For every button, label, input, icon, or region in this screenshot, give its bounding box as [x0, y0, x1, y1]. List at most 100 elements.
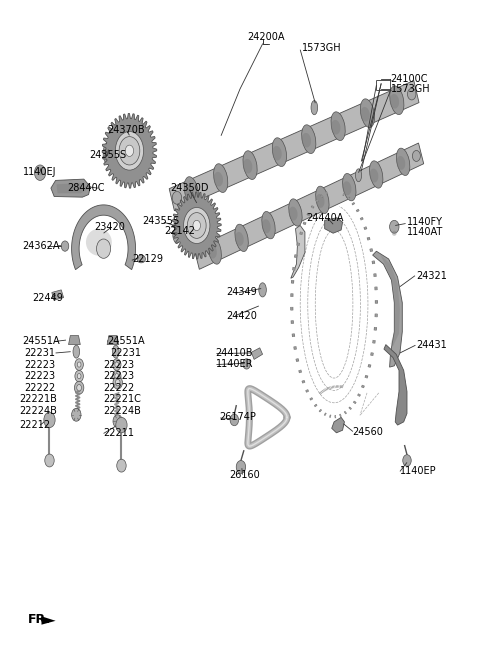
Ellipse shape — [173, 229, 179, 243]
Text: 1140EJ: 1140EJ — [23, 167, 56, 177]
Ellipse shape — [316, 186, 329, 214]
Circle shape — [35, 165, 46, 181]
Text: 22221C: 22221C — [104, 394, 142, 404]
Ellipse shape — [184, 185, 193, 200]
Ellipse shape — [262, 212, 275, 239]
Ellipse shape — [235, 232, 244, 246]
Circle shape — [187, 213, 206, 238]
Polygon shape — [52, 290, 63, 300]
Text: 22231: 22231 — [24, 348, 56, 358]
Ellipse shape — [235, 224, 248, 252]
Ellipse shape — [360, 99, 374, 127]
Text: 22223: 22223 — [104, 359, 135, 369]
Text: 1140ER: 1140ER — [216, 359, 253, 369]
Text: 22222: 22222 — [104, 383, 135, 393]
Circle shape — [115, 131, 144, 170]
Ellipse shape — [112, 345, 119, 358]
Circle shape — [183, 208, 210, 244]
Ellipse shape — [184, 177, 198, 206]
Text: 1573GH: 1573GH — [391, 84, 430, 94]
Circle shape — [116, 417, 127, 433]
Polygon shape — [169, 81, 419, 211]
Circle shape — [243, 359, 251, 369]
Ellipse shape — [104, 148, 110, 162]
Ellipse shape — [301, 133, 311, 148]
Ellipse shape — [331, 120, 340, 135]
Text: 22224B: 22224B — [19, 406, 57, 416]
Circle shape — [115, 362, 119, 367]
Ellipse shape — [311, 101, 318, 115]
Ellipse shape — [390, 94, 399, 108]
Circle shape — [230, 414, 239, 426]
Polygon shape — [291, 225, 305, 279]
Polygon shape — [107, 336, 119, 345]
Text: 24349: 24349 — [226, 288, 257, 298]
Ellipse shape — [289, 206, 298, 221]
Ellipse shape — [103, 143, 113, 164]
Ellipse shape — [243, 159, 252, 173]
Polygon shape — [194, 143, 424, 269]
Ellipse shape — [331, 112, 345, 141]
Text: 24350D: 24350D — [170, 183, 208, 193]
Text: 1140FY: 1140FY — [407, 217, 443, 227]
Polygon shape — [372, 251, 402, 367]
Circle shape — [77, 362, 81, 367]
Text: 22224B: 22224B — [104, 406, 142, 416]
Circle shape — [390, 220, 399, 233]
Polygon shape — [324, 217, 343, 233]
Circle shape — [115, 379, 120, 386]
Circle shape — [115, 374, 119, 378]
Ellipse shape — [356, 169, 361, 182]
Text: 24355S: 24355S — [143, 216, 180, 226]
Text: 1573GH: 1573GH — [302, 43, 342, 53]
Text: 24551A: 24551A — [23, 336, 60, 346]
Circle shape — [75, 371, 84, 382]
Ellipse shape — [343, 181, 351, 195]
Polygon shape — [57, 183, 87, 193]
Polygon shape — [380, 254, 400, 346]
Ellipse shape — [370, 169, 378, 183]
Text: 22223: 22223 — [24, 359, 56, 369]
Polygon shape — [252, 348, 263, 359]
Polygon shape — [332, 417, 345, 433]
Ellipse shape — [214, 164, 228, 193]
Ellipse shape — [408, 88, 416, 100]
Ellipse shape — [343, 173, 356, 201]
Text: 22223: 22223 — [104, 371, 135, 381]
Text: 23420: 23420 — [95, 222, 126, 232]
Text: 28440C: 28440C — [67, 183, 104, 193]
Ellipse shape — [316, 194, 324, 208]
Circle shape — [44, 412, 55, 428]
Text: 24362A: 24362A — [23, 241, 60, 251]
Polygon shape — [69, 336, 80, 345]
Text: 24551A: 24551A — [108, 336, 145, 346]
Ellipse shape — [301, 125, 316, 154]
Text: 24200A: 24200A — [247, 32, 285, 43]
Text: 1140EP: 1140EP — [400, 466, 437, 476]
Ellipse shape — [86, 229, 112, 256]
Text: 24420: 24420 — [226, 311, 257, 321]
Text: 22231: 22231 — [110, 348, 142, 358]
Text: 22212: 22212 — [19, 420, 50, 430]
Ellipse shape — [289, 199, 302, 226]
Circle shape — [74, 381, 84, 394]
Ellipse shape — [37, 170, 43, 175]
Polygon shape — [172, 192, 221, 259]
Polygon shape — [102, 114, 157, 188]
Ellipse shape — [172, 191, 181, 204]
Text: 24370B: 24370B — [108, 125, 145, 135]
Text: 22221B: 22221B — [19, 394, 57, 404]
Text: 22142: 22142 — [165, 225, 196, 236]
Text: 24100C: 24100C — [391, 74, 428, 83]
Circle shape — [236, 461, 246, 474]
Circle shape — [72, 409, 81, 421]
Ellipse shape — [243, 150, 257, 179]
Polygon shape — [384, 345, 407, 425]
Ellipse shape — [175, 219, 183, 238]
Text: 22129: 22129 — [132, 254, 163, 264]
Circle shape — [77, 374, 81, 378]
Ellipse shape — [392, 231, 396, 236]
Ellipse shape — [272, 146, 282, 160]
Text: 22222: 22222 — [24, 383, 56, 393]
Ellipse shape — [214, 172, 223, 187]
